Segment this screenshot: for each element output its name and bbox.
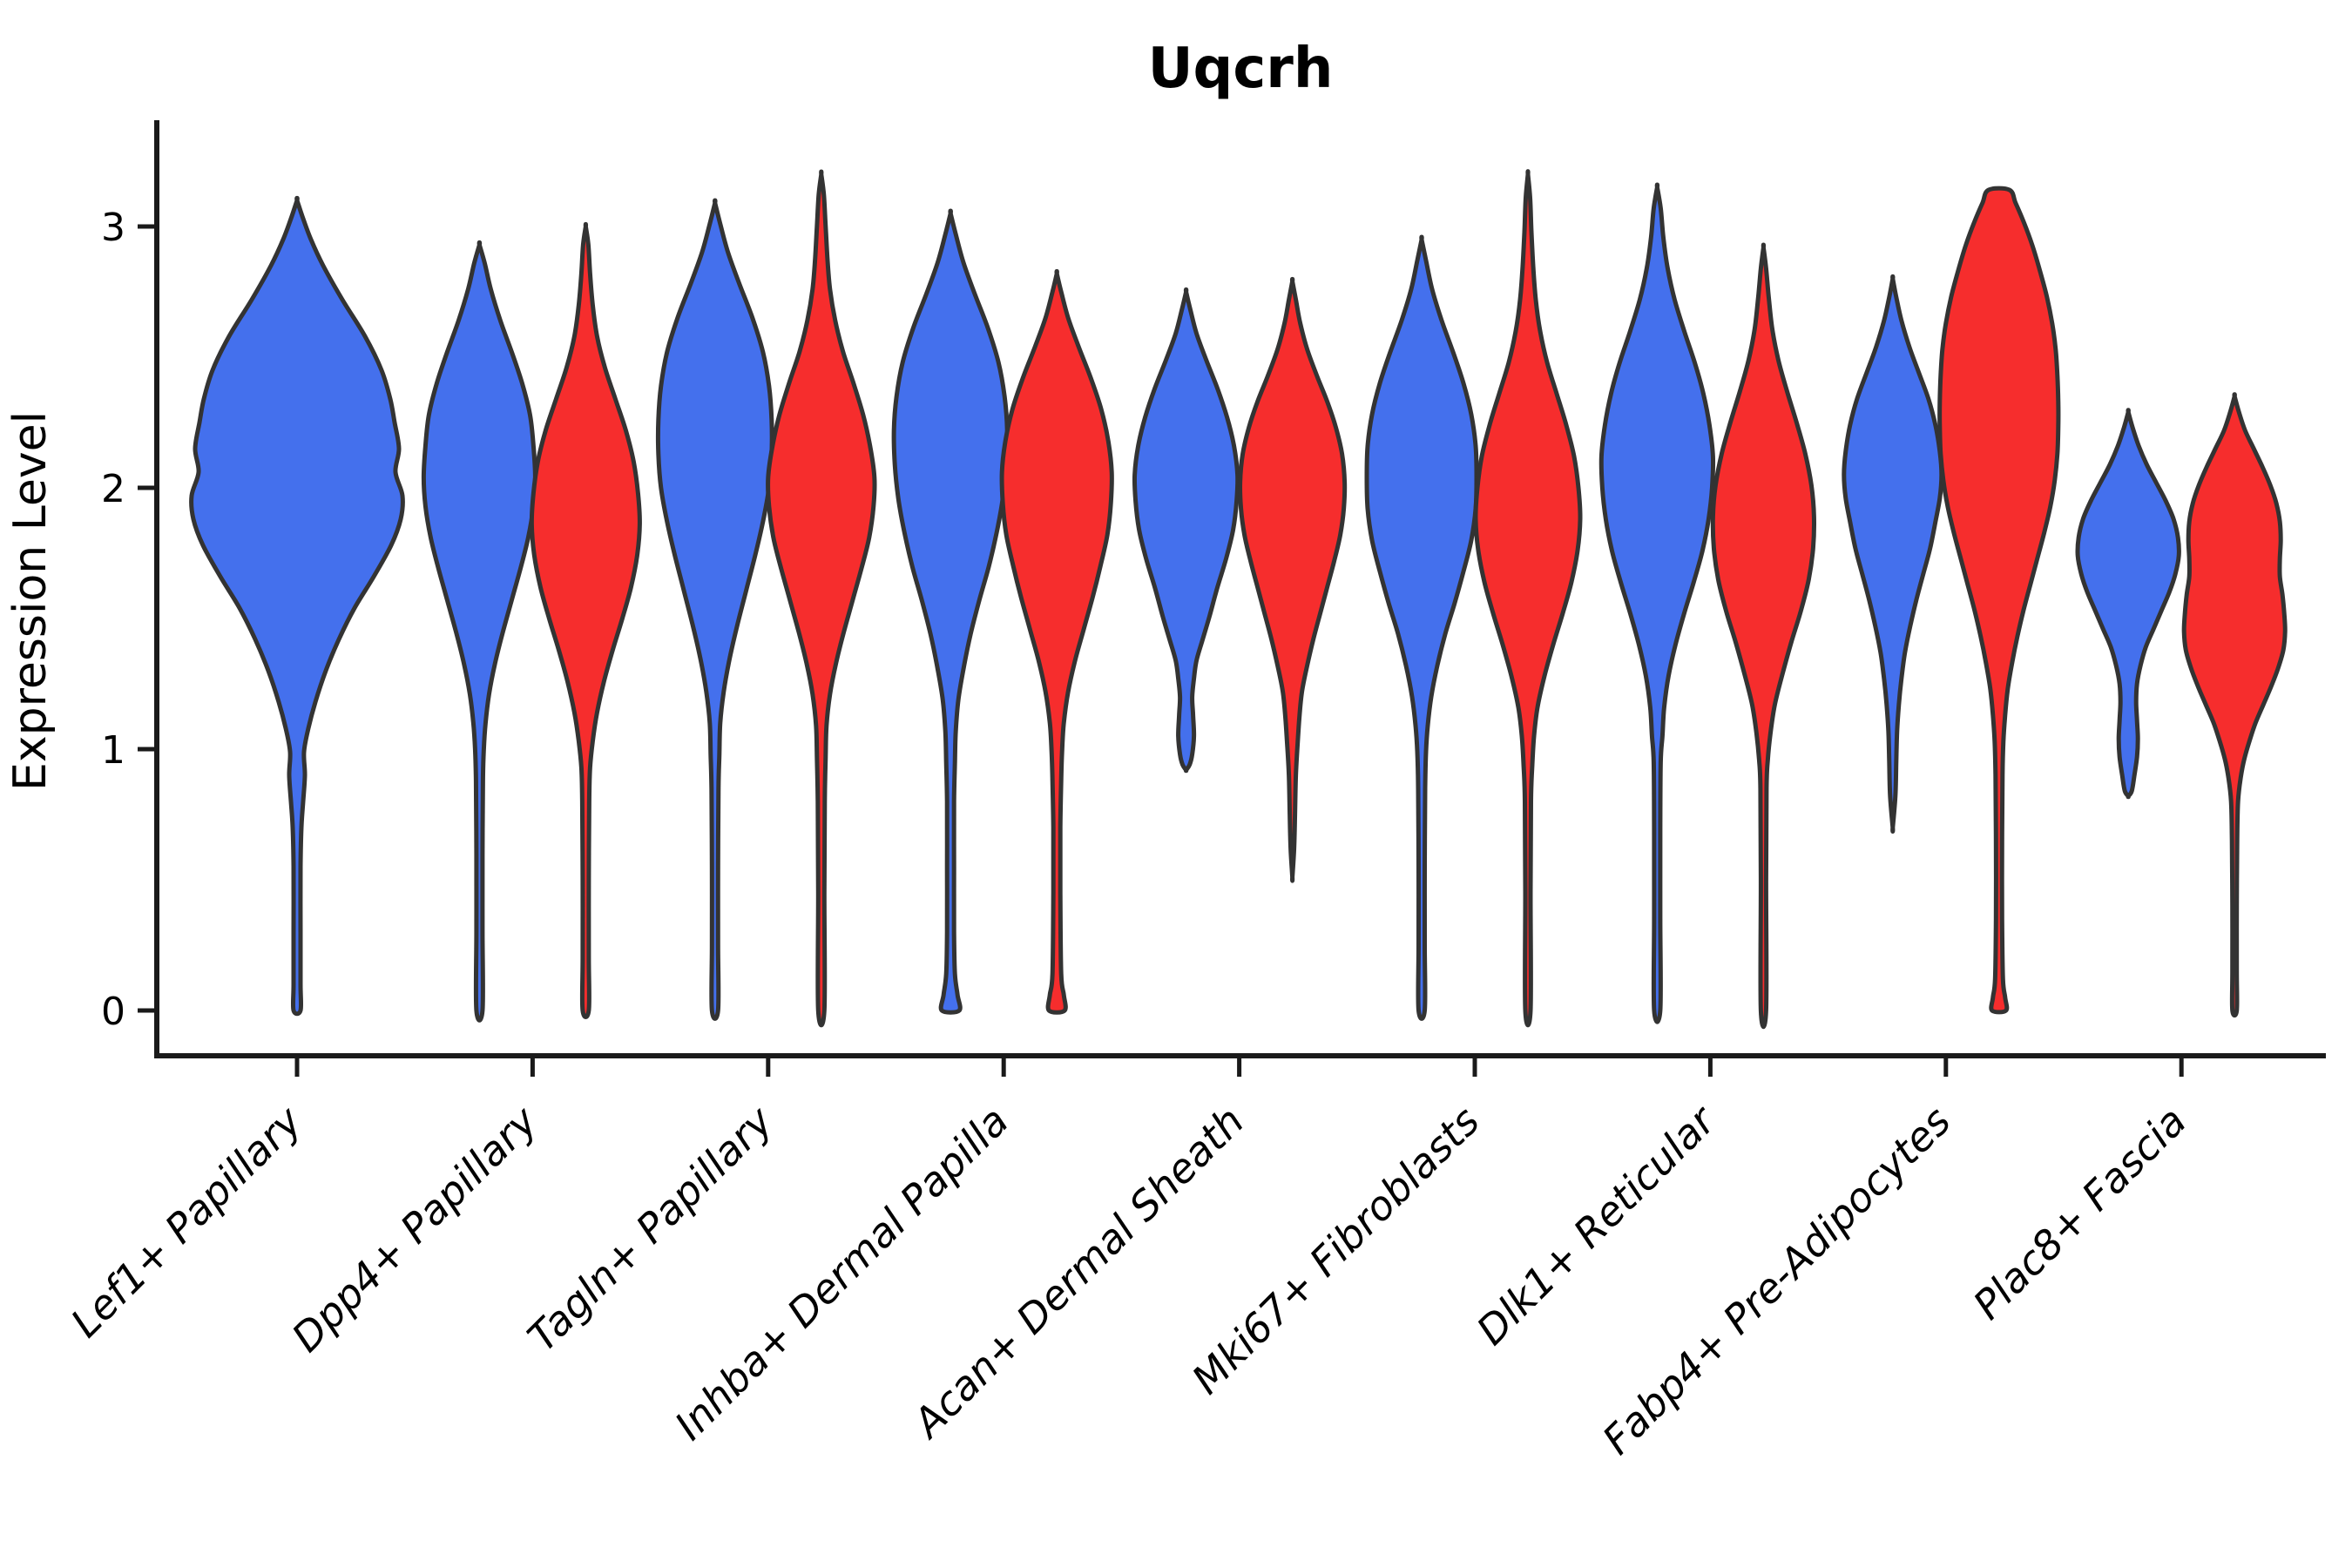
chart-title: Uqcrh [1148, 37, 1334, 101]
violin-mki67-fibroblasts-blue [1364, 234, 1479, 1021]
violin-acan-dermal-sheath-red [1238, 276, 1348, 883]
x-tick-label-tagln-papillary: Tagln+ Papillary [518, 1097, 782, 1361]
violins [189, 169, 2288, 1030]
violin-tagln-papillary-red [766, 169, 877, 1028]
violin-inhba-dermal-papilla-red [999, 268, 1114, 1015]
y-tick-label: 1 [101, 728, 125, 773]
violin-acan-dermal-sheath-blue [1132, 287, 1240, 774]
violin-dlk1-reticular-red [1710, 242, 1817, 1030]
violin-dpp4-papillary-red [529, 221, 642, 1019]
violin-dpp4-papillary-blue [421, 240, 537, 1023]
violin-fabp4-pre-adipocytes-red [1937, 186, 2061, 1015]
violin-lef1-papillary-blue [189, 195, 405, 1017]
violin-inhba-dermal-papilla-blue [891, 208, 1010, 1015]
x-tick-label-dpp4-papillary: Dpp4+ Papillary [283, 1097, 547, 1361]
y-tick-label: 2 [101, 467, 125, 511]
y-axis-label: Expression Level [4, 411, 57, 791]
violin-fabp4-pre-adipocytes-blue [1842, 274, 1944, 834]
violin-mki67-fibroblasts-red [1473, 169, 1583, 1028]
violin-plac8-fascia-blue [2075, 408, 2181, 800]
x-tick-label-dlk1-reticular: Dlk1+ Reticular [1468, 1095, 1727, 1354]
y-tick-label: 0 [101, 990, 125, 1034]
y-tick-label: 3 [101, 206, 125, 250]
violin-plac8-fascia-red [2181, 392, 2288, 1018]
y-axis-ticks: 0 1 2 3 [101, 206, 159, 1034]
x-tick-label-plac8-fascia: Plac8+ Fascia [1964, 1098, 2195, 1328]
violin-dlk1-reticular-blue [1598, 182, 1716, 1024]
violin-tagln-papillary-blue [655, 198, 774, 1021]
x-tick-label-lef1-papillary: Lef1+ Papillary [62, 1097, 311, 1346]
